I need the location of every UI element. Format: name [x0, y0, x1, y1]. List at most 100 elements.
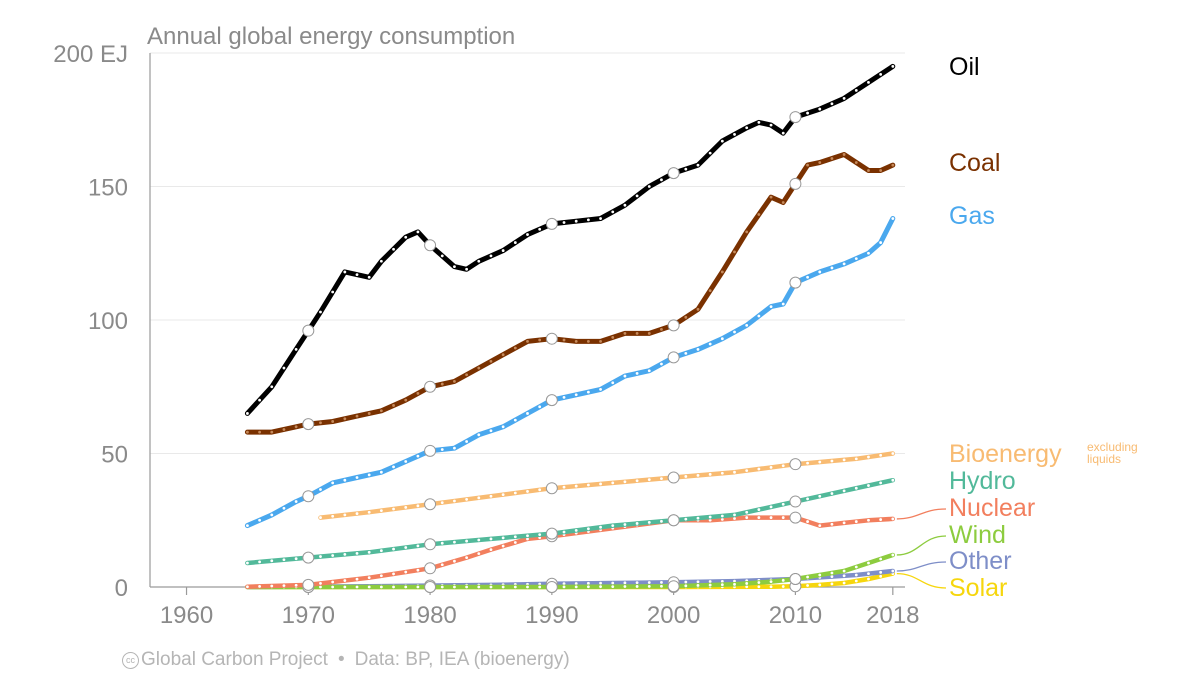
- year-point: [331, 514, 335, 518]
- year-point: [599, 217, 602, 220]
- year-point: [696, 307, 700, 311]
- year-point: [379, 509, 383, 513]
- year-point: [562, 221, 566, 224]
- year-point: [818, 460, 822, 464]
- year-point: [343, 513, 347, 517]
- year-point: [781, 578, 785, 582]
- year-point: [720, 270, 724, 274]
- year-point: [623, 523, 627, 526]
- y-tick-label: 50: [101, 442, 128, 469]
- year-point: [489, 537, 493, 541]
- year-point: [489, 585, 493, 589]
- series-hydro: [245, 477, 896, 566]
- year-point: [331, 580, 335, 584]
- year-point: [355, 577, 359, 581]
- year-point: [404, 585, 408, 589]
- x-tick-label: 2000: [647, 602, 700, 629]
- year-point: [440, 501, 444, 505]
- chart-title: Annual global energy consumption: [147, 23, 515, 50]
- year-point: [392, 507, 395, 511]
- year-point: [611, 210, 615, 214]
- year-point: [635, 331, 639, 335]
- year-point: [599, 525, 602, 529]
- year-point: [526, 490, 529, 493]
- year-point: [599, 388, 602, 391]
- year-point: [282, 366, 286, 370]
- year-point: [258, 560, 261, 564]
- year-point: [684, 580, 688, 584]
- year-point: [854, 257, 858, 260]
- year-point: [586, 585, 590, 589]
- year-point: [769, 505, 773, 509]
- year-point: [343, 579, 347, 582]
- year-point: [818, 270, 822, 274]
- year-point: [574, 393, 578, 397]
- year-point: [708, 583, 712, 587]
- year-point: [854, 88, 858, 92]
- year-point: [623, 331, 627, 335]
- year-point: [440, 563, 444, 567]
- year-point: [501, 544, 505, 548]
- year-point: [258, 398, 261, 402]
- year-point: [660, 362, 663, 366]
- year-point: [392, 547, 395, 551]
- year-point: [708, 472, 712, 476]
- decade-marker: [424, 239, 437, 252]
- year-point: [367, 473, 371, 477]
- year-point: [635, 581, 639, 585]
- year-point: [879, 518, 883, 521]
- year-point: [842, 489, 846, 493]
- year-point: [806, 111, 809, 115]
- year-point: [818, 524, 822, 527]
- year-point: [477, 552, 481, 556]
- year-point: [745, 585, 749, 589]
- decade-marker: [667, 319, 680, 332]
- year-point: [538, 227, 542, 231]
- year-point: [501, 493, 505, 497]
- year-point: [867, 572, 870, 576]
- year-point: [781, 201, 785, 204]
- year-point: [319, 585, 322, 589]
- year-point: [708, 151, 712, 155]
- year-point: [343, 417, 347, 421]
- year-point: [246, 524, 249, 527]
- year-point: [331, 554, 335, 557]
- year-point: [745, 126, 749, 130]
- year-point: [562, 338, 566, 342]
- year-point: [854, 520, 858, 523]
- year-point: [416, 392, 420, 395]
- year-point: [879, 453, 883, 457]
- decade-marker: [667, 580, 680, 593]
- year-point: [745, 469, 749, 472]
- year-point: [246, 412, 249, 415]
- year-point: [769, 585, 773, 589]
- year-point: [501, 249, 505, 252]
- year-point: [416, 568, 420, 572]
- year-point: [660, 477, 663, 480]
- year-point: [708, 580, 712, 583]
- year-point: [781, 585, 785, 588]
- year-point: [696, 580, 700, 584]
- year-point: [867, 80, 870, 84]
- year-point: [453, 540, 456, 544]
- year-point: [416, 230, 420, 234]
- year-point: [379, 409, 383, 413]
- year-point: [501, 353, 505, 357]
- source-text: Global Carbon Project: [141, 649, 328, 670]
- decade-marker: [302, 578, 315, 591]
- year-point: [818, 583, 822, 587]
- year-point: [745, 582, 749, 585]
- year-point: [513, 535, 517, 539]
- year-point: [343, 553, 347, 556]
- year-point: [854, 565, 858, 569]
- year-point: [769, 195, 773, 199]
- year-point: [611, 335, 615, 339]
- decade-marker: [302, 490, 315, 503]
- decade-marker: [789, 276, 802, 289]
- decade-marker: [545, 394, 558, 407]
- year-point: [623, 585, 627, 588]
- year-point: [806, 275, 809, 279]
- year-point: [854, 457, 858, 461]
- year-point: [562, 585, 566, 589]
- year-point: [623, 581, 627, 585]
